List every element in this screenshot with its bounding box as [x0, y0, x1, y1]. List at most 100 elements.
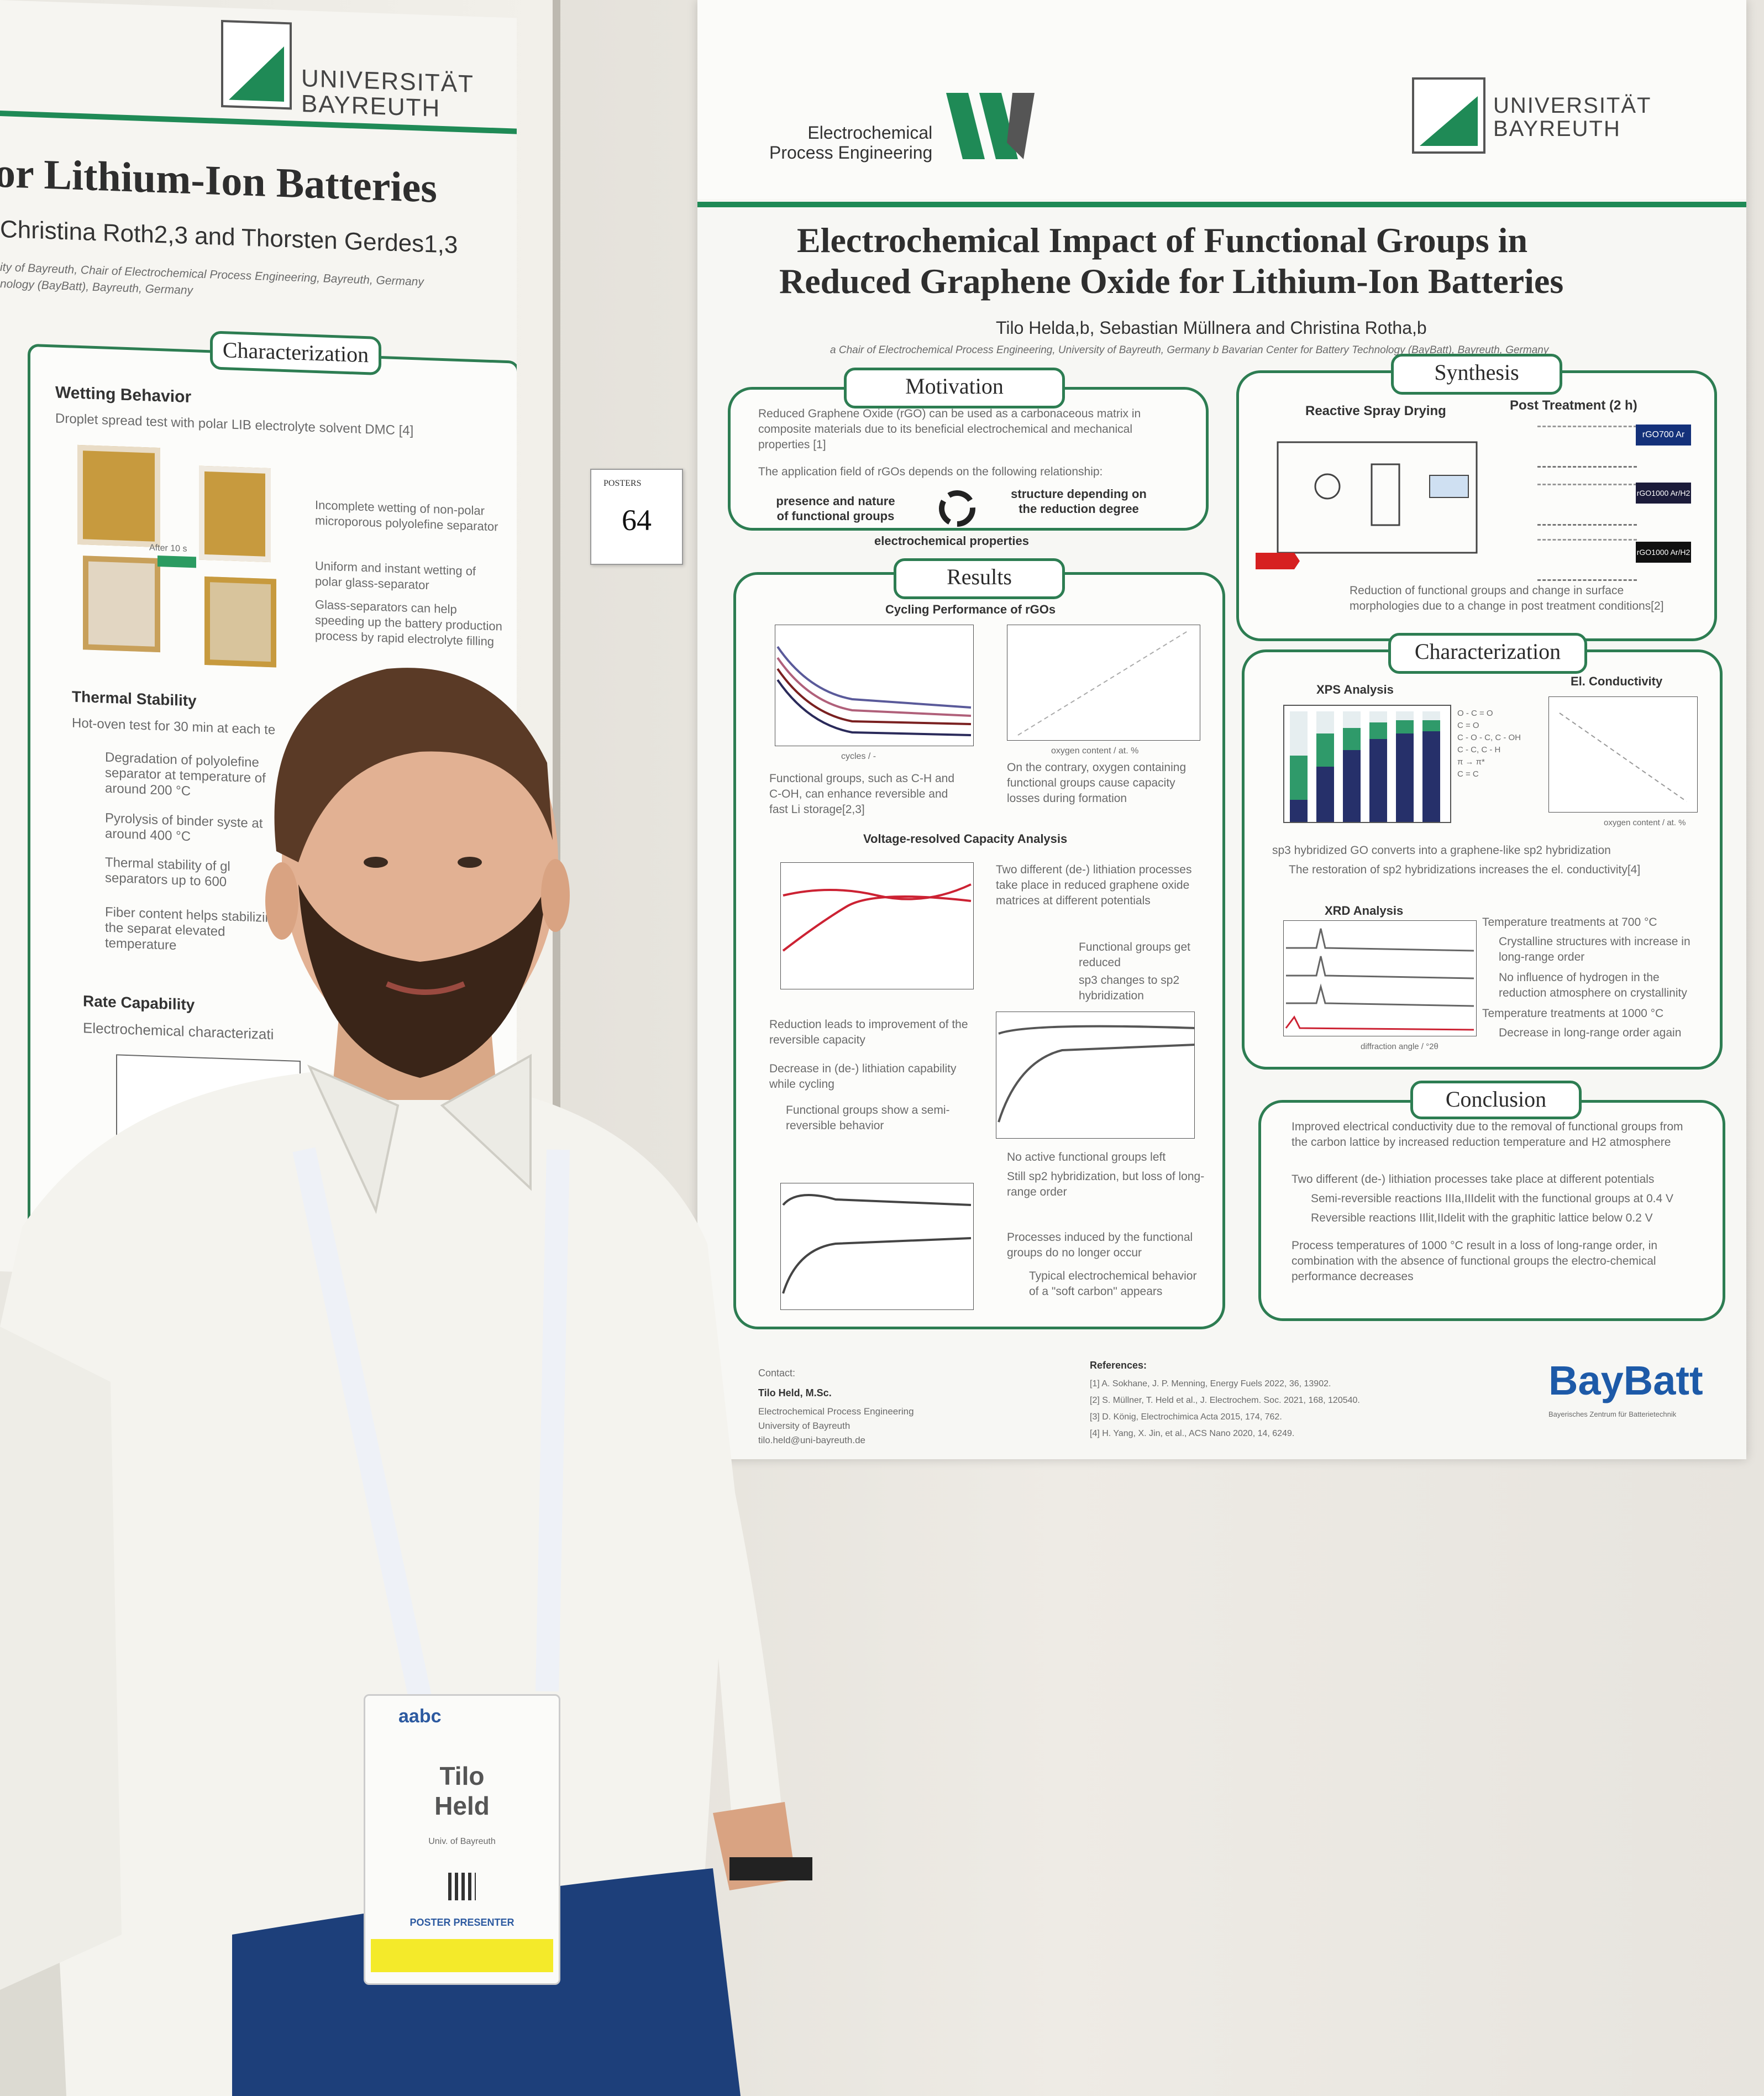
voltage-bullet-6: Functional groups show a semi-reversible… — [786, 1104, 950, 1132]
spray-drying-schematic — [1256, 431, 1515, 575]
cycling-plot — [775, 625, 974, 746]
xps-legend-5: π → π* — [1457, 757, 1485, 767]
main-poster: Electrochemical Process Engineering UNIV… — [697, 0, 1746, 1459]
poster-number: 64 — [622, 504, 652, 537]
synthesis-left-label: Reactive Spray Drying — [1305, 404, 1446, 418]
lanyard-right — [536, 1149, 570, 1692]
motivation-right-term: structure depending on the reduction deg… — [1011, 487, 1147, 516]
reference-4: [4] H. Yang, X. Jin, et al., ACS Nano 20… — [1090, 1429, 1295, 1438]
poster-number-label: POSTERS — [603, 479, 642, 488]
rgo-tag-1: rGO700 Ar — [1636, 425, 1691, 446]
left-arm — [0, 1327, 122, 1990]
cycling-heading: Cycling Performance of rGOs — [885, 602, 1056, 616]
characterization-title: Characterization — [1388, 633, 1587, 674]
presenter-figure — [0, 668, 812, 2096]
right-eye — [458, 857, 482, 868]
badge-logo: aabc — [398, 1706, 442, 1727]
graphene-sheet-1 — [1537, 426, 1637, 468]
xrd-bullet-2: Crystalline structures with increase in … — [1499, 935, 1691, 963]
voltage-bullet-8: Still sp2 hybridization, but loss of lon… — [1007, 1170, 1205, 1198]
recycle-icon — [935, 486, 979, 531]
voltage-bullet-5: Decrease in (de-) lithiation capability … — [769, 1062, 957, 1091]
conclusion-bullet-3: Semi-reversible reactions IIIa,IIIdelit … — [1311, 1192, 1673, 1205]
conclusion-panel — [1258, 1100, 1725, 1321]
reference-2: [2] S. Müllner, T. Held et al., J. Elect… — [1090, 1396, 1360, 1405]
conclusion-title: Conclusion — [1410, 1081, 1582, 1119]
contact-email: tilo.held@uni-bayreuth.de — [758, 1435, 865, 1445]
left-poster: UNIVERSITÄT BAYREUTH or Lithium-Ion Batt… — [0, 0, 517, 1290]
qr-code-icon — [448, 1873, 476, 1900]
xrd-bullet-5: Decrease in long-range order again — [1499, 1026, 1682, 1039]
voltage-bullet-4: Reduction leads to improvement of the re… — [769, 1018, 968, 1046]
xps-legend-1: O - C = O — [1457, 709, 1493, 718]
collar-right — [440, 1054, 532, 1191]
poster-authors: Tilo Helda,b, Sebastian Müllnera and Chr… — [996, 318, 1427, 338]
xrd-bullet-4: Temperature treatments at 1000 °C — [1482, 1007, 1664, 1020]
rgo-tag-2: rGO1000 Ar/H2 — [1636, 483, 1691, 504]
badge-first-name: Tilo — [439, 1762, 485, 1790]
left-eye — [364, 857, 388, 868]
irreversible-capacity-plot — [1007, 625, 1200, 741]
reference-1: [1] A. Sokhane, J. P. Menning, Energy Fu… — [1090, 1379, 1331, 1388]
xps-legend-6: C = C — [1457, 769, 1479, 779]
poster-title-line-1: Electrochemical Impact of Functional Gro… — [797, 221, 1528, 260]
char-bullet-1: sp3 hybridized GO converts into a graphe… — [1272, 844, 1611, 857]
contact-name: Tilo Held, M.Sc. — [758, 1387, 832, 1398]
cycling-note-left: Functional groups, such as C-H and C-OH,… — [769, 772, 955, 816]
main-poster-rule — [697, 202, 1746, 207]
motivation-panel — [728, 387, 1209, 531]
conclusion-bullet-2: Two different (de-) lithiation processes… — [1292, 1173, 1655, 1186]
voltage-bullet-1: Two different (de-) lithiation processes… — [996, 863, 1192, 907]
cycling-xlabel: cycles / - — [841, 752, 876, 761]
char-bullet-2: The restoration of sp2 hybridizations in… — [1289, 863, 1641, 876]
voltage-heading: Voltage-resolved Capacity Analysis — [863, 832, 1068, 846]
xrd-plot — [1283, 920, 1477, 1036]
poster-header — [697, 0, 1746, 199]
xps-bar-chart — [1283, 705, 1451, 823]
right-ear — [541, 859, 570, 932]
irrev-xlabel: oxygen content / at. % — [1051, 746, 1139, 756]
synthesis-title: Synthesis — [1391, 354, 1562, 395]
motivation-left-term: presence and nature of functional groups — [776, 494, 895, 523]
xrd-heading: XRD Analysis — [1325, 904, 1404, 918]
contact-line-2: University of Bayreuth — [758, 1421, 851, 1431]
lanyard-left — [292, 1147, 432, 1700]
wristwatch — [729, 1857, 812, 1880]
baybatt-subtitle: Bayerisches Zentrum für Batterietechnik — [1548, 1410, 1677, 1418]
baybatt-logo: BayBatt — [1548, 1358, 1703, 1403]
poster-title-line-2: Reduced Graphene Oxide for Lithium-Ion B… — [779, 261, 1564, 301]
beard — [298, 884, 547, 1078]
xrd-bullet-3: No influence of hydrogen in the reductio… — [1499, 971, 1687, 999]
badge-org: Univ. of Bayreuth — [428, 1837, 496, 1846]
xps-heading: XPS Analysis — [1316, 683, 1394, 696]
badge-last-name: Held — [434, 1791, 490, 1820]
motivation-bullet-2: The application field of rGOs depends on… — [758, 465, 1103, 478]
conclusion-bullet-4: Reversible reactions IIlit,IIdelit with … — [1311, 1212, 1653, 1224]
dept-logo-text: Electrochemical Process Engineering — [769, 123, 933, 163]
voltage-bullet-10: Typical electrochemical behavior of a "s… — [1029, 1270, 1197, 1298]
xrd-xlabel: diffraction angle / °2θ — [1361, 1042, 1439, 1051]
badge-color-strip — [371, 1939, 553, 1972]
university-name-main: UNIVERSITÄT BAYREUTH — [1493, 93, 1652, 141]
poster-affiliations: a Chair of Electrochemical Process Engin… — [830, 344, 1549, 356]
voltage-plot-go — [780, 862, 974, 989]
voltage-bullet-9: Processes induced by the functional grou… — [1007, 1231, 1193, 1259]
motivation-bottom-term: electrochemical properties — [874, 534, 1030, 548]
hair — [274, 668, 553, 862]
reference-3: [3] D. König, Electrochimica Acta 2015, … — [1090, 1412, 1282, 1422]
mouth — [386, 981, 465, 995]
xps-legend-4: C - C, C - H — [1457, 745, 1501, 754]
motivation-bullet-1: Reduced Graphene Oxide (rGO) can be used… — [758, 407, 1141, 451]
graphene-sheet-3 — [1537, 539, 1637, 581]
voltage-plot-1000 — [780, 1183, 974, 1310]
cycling-note-right: On the contrary, oxygen containing funct… — [1007, 761, 1186, 805]
synthesis-note: Reduction of functional groups and chang… — [1350, 584, 1664, 612]
voltage-plot-700 — [996, 1012, 1195, 1139]
references-label: References: — [1090, 1360, 1147, 1371]
motivation-title: Motivation — [844, 368, 1065, 408]
conductivity-xlabel: oxygen content / at. % — [1604, 818, 1686, 827]
xps-legend-3: C - O - C, C - OH — [1457, 733, 1521, 742]
conclusion-bullet-5: Process temperatures of 1000 °C result i… — [1292, 1239, 1658, 1283]
contact-line-1: Electrochemical Process Engineering — [758, 1406, 914, 1417]
graphene-sheet-2 — [1537, 484, 1637, 526]
